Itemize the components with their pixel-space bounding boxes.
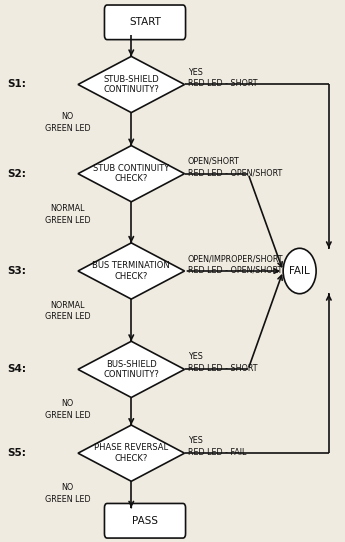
Text: RED LED - SHORT: RED LED - SHORT xyxy=(188,80,257,88)
Text: OPEN/SHORT: OPEN/SHORT xyxy=(188,157,240,166)
Text: S4:: S4: xyxy=(8,364,27,375)
Text: NO: NO xyxy=(61,399,74,409)
Polygon shape xyxy=(78,243,185,299)
Ellipse shape xyxy=(283,248,316,294)
Text: NO: NO xyxy=(61,112,74,121)
Text: BUS-SHIELD
CONTINUITY?: BUS-SHIELD CONTINUITY? xyxy=(104,360,159,379)
Text: YES: YES xyxy=(188,352,203,362)
FancyBboxPatch shape xyxy=(105,504,186,538)
Text: START: START xyxy=(129,17,161,27)
Text: RED LED - SHORT: RED LED - SHORT xyxy=(188,364,257,373)
Text: S3:: S3: xyxy=(8,266,27,276)
Text: YES: YES xyxy=(188,436,203,445)
Text: RED LED - OPEN/SHORT: RED LED - OPEN/SHORT xyxy=(188,266,282,275)
Text: NO: NO xyxy=(61,483,74,492)
Text: YES: YES xyxy=(188,68,203,76)
Text: S1:: S1: xyxy=(8,80,27,89)
Text: STUB-SHIELD
CONTINUITY?: STUB-SHIELD CONTINUITY? xyxy=(104,75,159,94)
Text: GREEN LED: GREEN LED xyxy=(45,124,90,133)
Text: GREEN LED: GREEN LED xyxy=(45,216,90,225)
Text: BUS TERMINATION
CHECK?: BUS TERMINATION CHECK? xyxy=(92,261,170,281)
Text: RED LED - OPEN/SHORT: RED LED - OPEN/SHORT xyxy=(188,169,282,178)
Text: OPEN/IMPROPER/SHORT: OPEN/IMPROPER/SHORT xyxy=(188,254,284,263)
Polygon shape xyxy=(78,56,185,113)
Text: GREEN LED: GREEN LED xyxy=(45,495,90,504)
Text: NORMAL: NORMAL xyxy=(50,204,85,214)
Text: RED LED - FAIL: RED LED - FAIL xyxy=(188,448,246,457)
Text: S5:: S5: xyxy=(8,448,27,458)
Polygon shape xyxy=(78,425,185,481)
FancyBboxPatch shape xyxy=(105,5,186,40)
Text: GREEN LED: GREEN LED xyxy=(45,411,90,421)
Text: GREEN LED: GREEN LED xyxy=(45,312,90,321)
Text: PASS: PASS xyxy=(132,516,158,526)
Text: NORMAL: NORMAL xyxy=(50,301,85,309)
Text: S2:: S2: xyxy=(8,169,27,179)
Text: STUB CONTINUITY
CHECK?: STUB CONTINUITY CHECK? xyxy=(93,164,169,183)
Text: FAIL: FAIL xyxy=(289,266,310,276)
Polygon shape xyxy=(78,341,185,397)
Polygon shape xyxy=(78,146,185,202)
Text: PHASE REVERSAL
CHECK?: PHASE REVERSAL CHECK? xyxy=(94,443,168,463)
